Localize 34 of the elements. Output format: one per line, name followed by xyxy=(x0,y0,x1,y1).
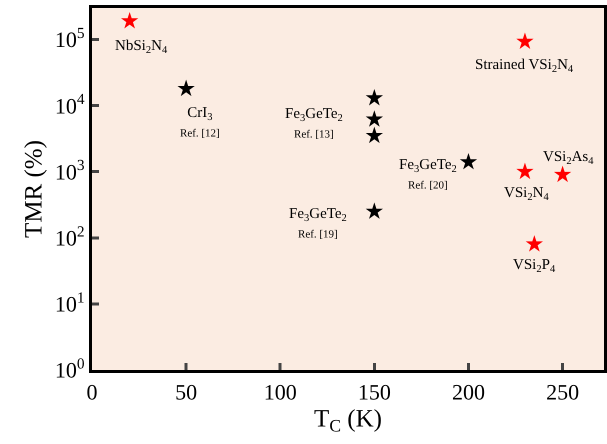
annotation: Fe$_{3}$GeTe$_{2}$ Ref. [19] xyxy=(289,206,347,240)
point xyxy=(177,80,195,96)
annotation: Fe$_{3}$GeTe$_{2}$ Ref. [20] xyxy=(399,157,457,192)
y-tick-label: 10$^{5}$ xyxy=(54,24,85,52)
x-tick-label: 200 xyxy=(452,379,485,404)
y-axis-title: TMR (%) xyxy=(20,140,48,238)
y-tick-label: 10$^{1}$ xyxy=(54,289,85,317)
y-tick-label: 10$^{4}$ xyxy=(54,91,85,118)
annotation: VSi$_{2}$P$_{4}$ xyxy=(513,257,556,276)
point xyxy=(516,32,534,49)
point xyxy=(516,162,534,180)
annotation: Strained VSi$_{2}$N$_{4}$ xyxy=(475,57,574,76)
point xyxy=(554,166,572,182)
point xyxy=(526,235,543,252)
annotation: Fe$_{3}$GeTe$_{2}$ Ref. [13] xyxy=(285,106,343,140)
point xyxy=(460,152,478,170)
point xyxy=(121,12,138,28)
point xyxy=(366,202,383,219)
annotation: VSi$_{2}$As$_{4}$ xyxy=(543,149,594,168)
x-tick-label: 150 xyxy=(358,379,391,404)
point xyxy=(366,126,383,144)
point xyxy=(366,110,383,127)
y-tick-label: 10$^{0}$ xyxy=(54,355,85,383)
x-axis-title: T$_{C}$ (K) xyxy=(314,405,382,436)
x-tick-label: 0 xyxy=(86,379,98,404)
x-tick-label: 50 xyxy=(175,379,198,404)
annotation: NbSi$_{2}$N$_{4}$ xyxy=(115,38,168,56)
point xyxy=(366,89,383,106)
annotation: CrI$_{3}$ Ref. [12] xyxy=(180,105,220,140)
x-tick-label: 100 xyxy=(264,379,297,404)
y-tick-label: 10$^{2}$ xyxy=(54,223,85,251)
x-tick-label: 250 xyxy=(546,379,580,404)
annotation: VSi$_{2}$N$_{4}$ xyxy=(504,185,550,204)
y-tick-label: 10$^{3}$ xyxy=(54,157,85,184)
